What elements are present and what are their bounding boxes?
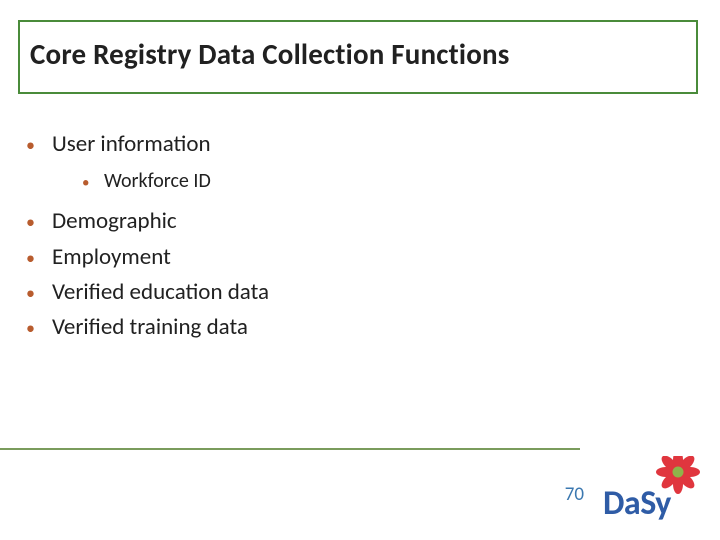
sub-bullet-list: • Workforce ID [82,167,269,195]
logo-text: DaSy [603,483,671,524]
list-item-label: Demographic [52,205,177,238]
bullet-icon: • [26,132,52,158]
list-item: • User information [26,128,269,161]
page-number: 70 [565,483,584,506]
list-item: • Verified education data [26,276,269,309]
list-item-label: Verified education data [52,276,269,309]
main-bullet-list: • User information • Workforce ID • Demo… [26,128,269,345]
logo-svg: DaSy [600,456,710,531]
dasy-logo: DaSy [600,456,710,526]
content-area: • User information • Workforce ID • Demo… [26,128,269,347]
bullet-icon: • [26,280,52,306]
list-item: • Demographic [26,205,269,238]
sub-list-item-label: Workforce ID [104,167,211,195]
list-item-label: Verified training data [52,311,248,344]
horizontal-rule [0,448,580,450]
sub-list-item: • Workforce ID [82,167,269,195]
bullet-icon: • [26,315,52,341]
list-item-label: User information [52,128,211,161]
title-box: Core Registry Data Collection Functions [18,20,698,94]
bullet-icon: • [26,209,52,235]
list-item-label: Employment [52,241,171,274]
bullet-icon: • [82,173,104,194]
slide-title: Core Registry Data Collection Functions [30,36,686,72]
bullet-icon: • [26,245,52,271]
list-item: • Employment [26,241,269,274]
list-item: • Verified training data [26,311,269,344]
